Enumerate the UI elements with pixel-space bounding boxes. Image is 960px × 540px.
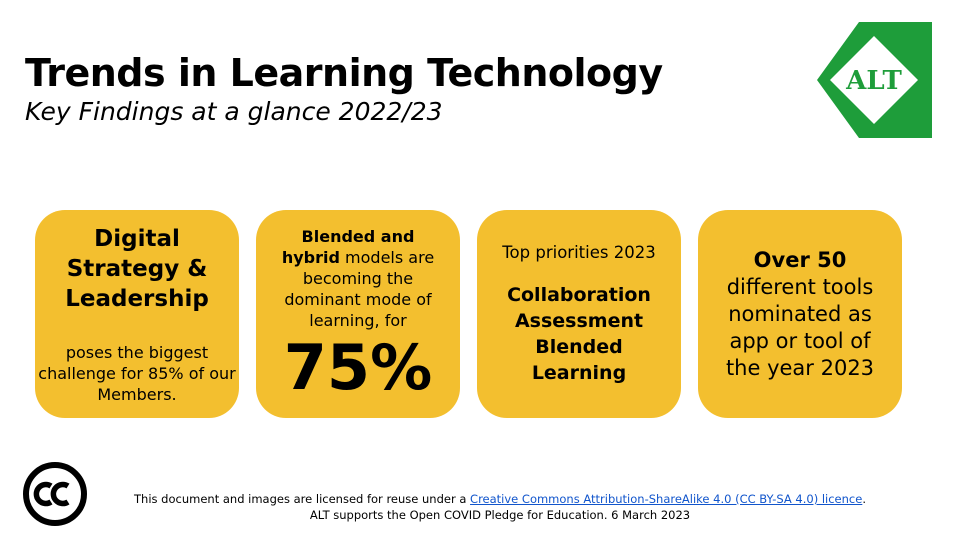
license-footer: This document and images are licensed fo… xyxy=(120,491,880,523)
card-body: poses the biggest challenge for 85% of o… xyxy=(38,342,236,404)
priority-item: Learning xyxy=(531,362,627,384)
body-text: models are becoming the dominant mode of… xyxy=(284,247,435,330)
big-percentage: 75% xyxy=(283,330,433,404)
card-body: Blended and hybrid models are becoming th… xyxy=(256,226,460,331)
card-heading: Top priorities 2023 xyxy=(502,243,656,262)
priority-item: Collaboration xyxy=(507,284,651,306)
alt-logo: ALT xyxy=(814,22,934,138)
card-body: Over 50 different tools nominated as app … xyxy=(698,247,902,382)
creative-commons-icon xyxy=(22,461,88,527)
card-heading: Digital Strategy & Leadership xyxy=(65,224,209,314)
body-text: different tools nominated as app or tool… xyxy=(725,274,875,380)
card-digital-strategy: Digital Strategy & Leadership poses the … xyxy=(35,210,239,418)
license-link[interactable]: Creative Commons Attribution-ShareAlike … xyxy=(470,492,863,506)
heading-line: Digital xyxy=(94,225,180,252)
alt-logo-icon: ALT xyxy=(814,22,934,138)
pledge-line: ALT supports the Open COVID Pledge for E… xyxy=(309,508,691,522)
priority-item: Blended xyxy=(535,336,623,358)
card-blended-hybrid: Blended and hybrid models are becoming th… xyxy=(256,210,460,418)
bold-text: hybrid xyxy=(281,247,340,267)
card-tools: Over 50 different tools nominated as app … xyxy=(698,210,902,418)
priority-item: Assessment xyxy=(514,310,644,332)
heading-line: Strategy & xyxy=(66,255,208,282)
page-title: Trends in Learning Technology xyxy=(25,51,663,95)
priority-list: Collaboration Assessment Blended Learnin… xyxy=(507,282,651,386)
license-text-end: . xyxy=(862,492,866,506)
logo-text: ALT xyxy=(845,66,902,96)
license-text: This document and images are licensed fo… xyxy=(134,492,471,506)
bold-text: Blended and xyxy=(301,226,415,246)
card-top-priorities: Top priorities 2023 Collaboration Assess… xyxy=(477,210,681,418)
bold-text: Over 50 xyxy=(753,247,847,272)
page-subtitle: Key Findings at a glance 2022/23 xyxy=(25,97,443,126)
license-line: This document and images are licensed fo… xyxy=(120,491,880,507)
heading-line: Leadership xyxy=(65,285,209,312)
